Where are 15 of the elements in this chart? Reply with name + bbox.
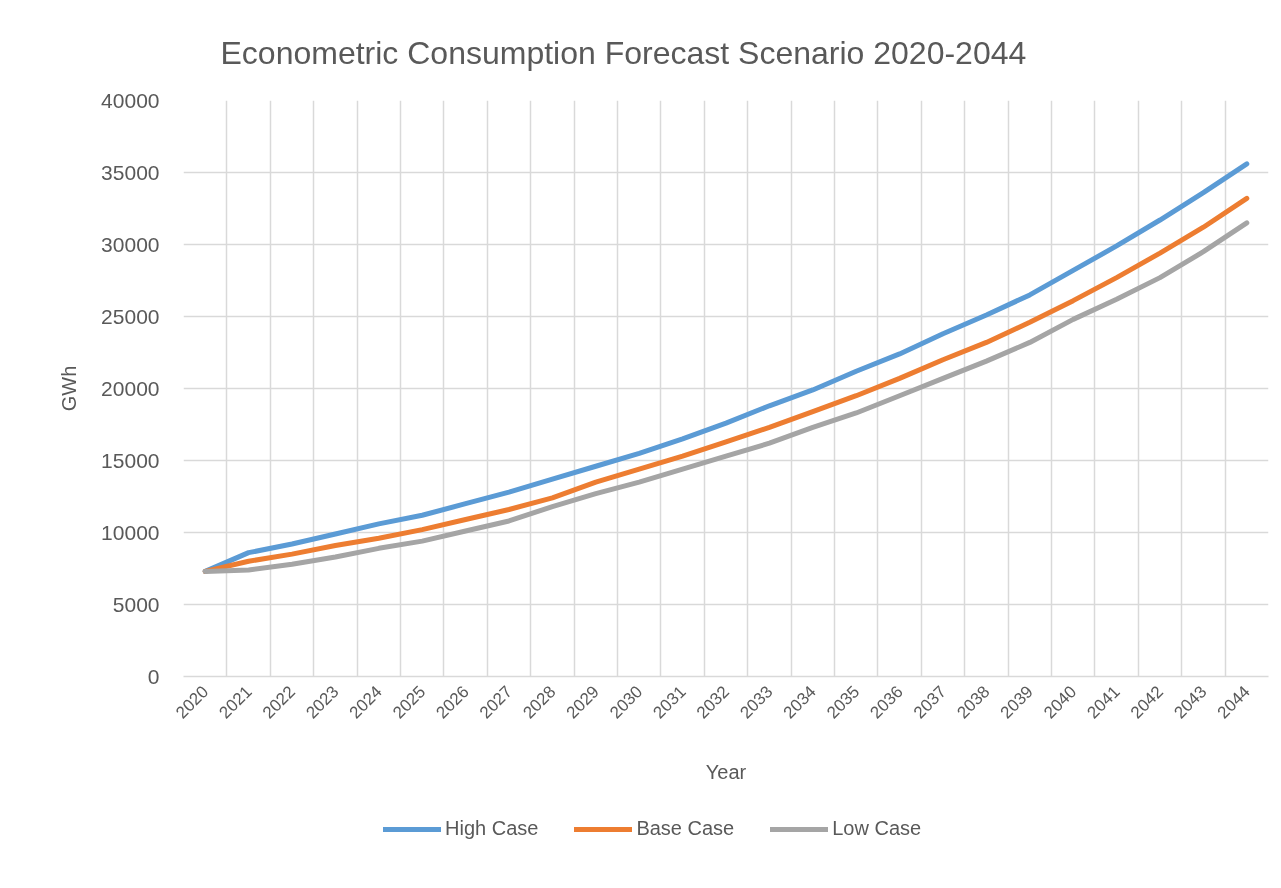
y-tick-label: 15000 <box>101 448 160 472</box>
legend-label: Low Case <box>832 817 922 840</box>
y-tick-label: 10000 <box>101 520 160 544</box>
y-tick-label: 25000 <box>101 304 160 328</box>
y-tick-label: 40000 <box>101 88 160 112</box>
y-axis-title: GWh <box>58 365 81 412</box>
y-tick-label: 5000 <box>112 592 160 616</box>
legend-label: High Case <box>445 817 539 840</box>
y-tick-label: 35000 <box>101 160 160 184</box>
x-axis-title: Year <box>705 760 747 783</box>
y-tick-label: 0 <box>147 664 160 688</box>
chart-title: Econometric Consumption Forecast Scenario 2020-2044 <box>220 34 1027 71</box>
legend-label: Base Case <box>636 817 735 840</box>
y-tick-label: 20000 <box>101 376 160 400</box>
y-tick-label: 30000 <box>101 232 160 256</box>
